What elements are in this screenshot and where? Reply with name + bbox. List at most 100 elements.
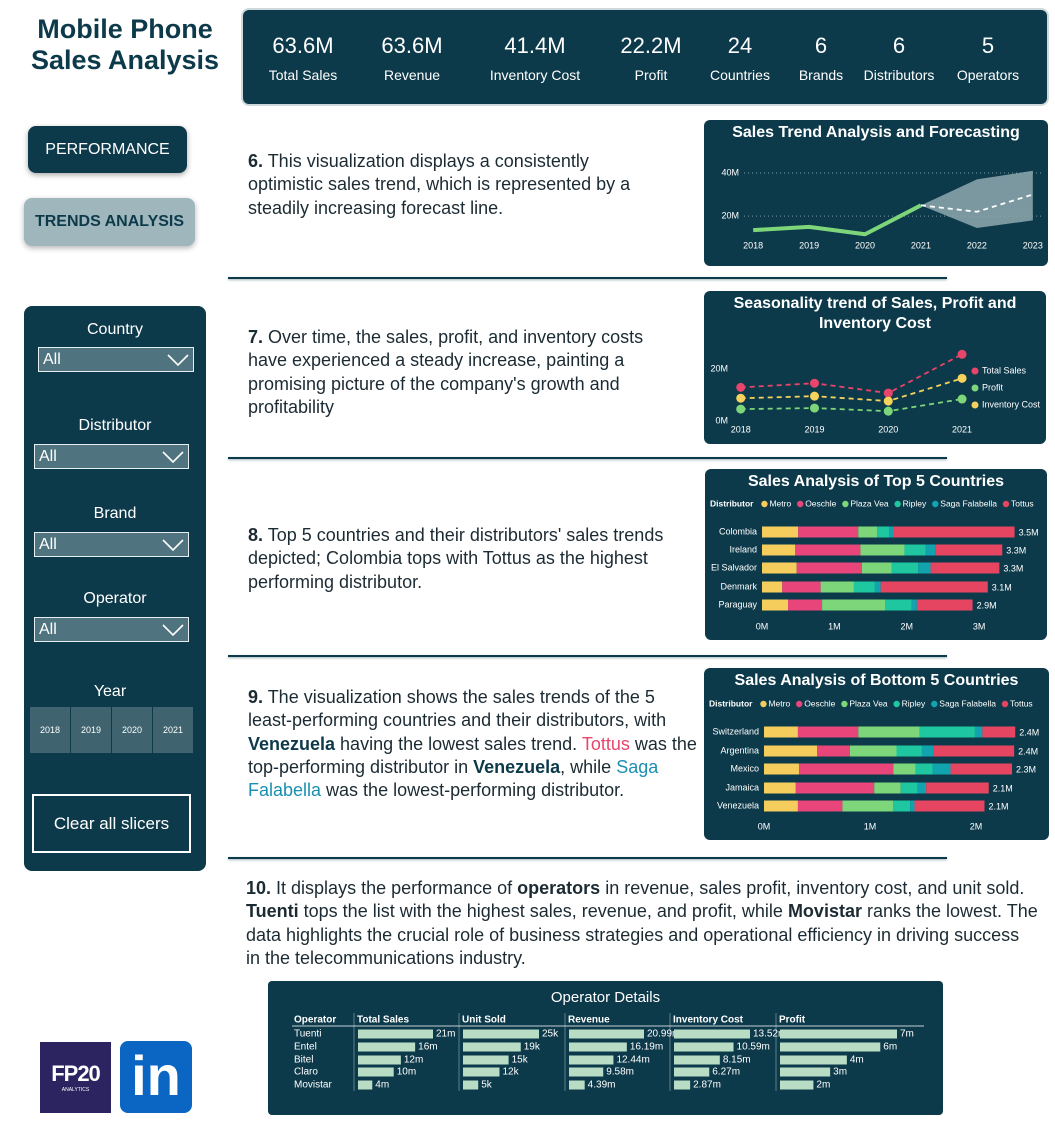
kpi-label: Total Sales — [268, 67, 338, 83]
x-tick-label: 2021 — [952, 424, 972, 434]
cell-label: 10m — [397, 1067, 416, 1078]
cell-label: 21m — [436, 1029, 455, 1040]
data-bar — [463, 1042, 521, 1052]
legend-label: Plaza Vea — [850, 498, 889, 508]
total-label: 2.4M — [1019, 727, 1039, 737]
dropdown[interactable]: All — [38, 347, 194, 372]
cell-label: 4.39m — [588, 1080, 616, 1091]
cell-label: 5k — [481, 1080, 493, 1091]
data-bar — [780, 1029, 897, 1039]
text-run: Tuenti — [246, 901, 299, 922]
data-bar — [674, 1042, 734, 1052]
dropdown-value: All — [39, 448, 57, 465]
kpi-label: Revenue — [383, 67, 441, 83]
dropdown[interactable]: All — [34, 532, 189, 557]
data-bar — [358, 1067, 394, 1077]
cell-label: 10.59m — [737, 1042, 770, 1053]
chart-title: Sales Trend Analysis and Forecasting — [732, 124, 1020, 141]
series-line — [740, 377, 963, 402]
kpi-value: 24 — [727, 33, 753, 58]
nav-button[interactable]: TRENDS ANALYSIS — [24, 198, 195, 246]
text-run: in revenue, sales profit, inventory cost… — [600, 878, 1025, 898]
kpi-label: Operators — [956, 67, 1020, 83]
forecast-band — [920, 170, 1033, 228]
kpi-label: Brands — [798, 67, 844, 83]
column-header: Operator — [294, 1015, 336, 1026]
bar-segment — [797, 726, 859, 738]
separator — [228, 857, 947, 859]
data-bar — [780, 1055, 847, 1065]
text-run: 9. — [248, 687, 264, 707]
data-bar — [463, 1080, 479, 1090]
x-tick-label: 2019 — [804, 424, 824, 434]
data-bar — [463, 1055, 509, 1065]
bar-segment — [917, 782, 927, 794]
legend-label: Ripley — [903, 498, 927, 508]
point — [883, 388, 893, 398]
data-bar — [674, 1055, 720, 1065]
data-bar — [674, 1029, 750, 1039]
total-label: 3.5M — [1019, 527, 1039, 537]
kpi-value: 41.4M — [504, 33, 566, 58]
data-bar — [569, 1080, 585, 1090]
linkedin-logo: in — [120, 1041, 192, 1113]
clear-button[interactable]: Clear all slicers — [32, 794, 191, 853]
cell-label: 4m — [375, 1080, 389, 1091]
cell-label: 12m — [404, 1055, 423, 1066]
filter-label: Brand — [93, 505, 137, 522]
chart-title: Sales Analysis of Bottom 5 Countries — [734, 672, 1019, 689]
bar-segment — [930, 562, 1000, 574]
x-tick-label: 2021 — [911, 240, 931, 250]
bar-segment — [926, 782, 989, 794]
x-tick-label: 2020 — [878, 424, 898, 434]
chevron-line — [167, 354, 189, 367]
year-tile[interactable]: 2019 — [71, 707, 111, 753]
chart: Distributor Metro Oeschle Plaza Vea Ripley Sa… — [709, 698, 1039, 831]
dropdown[interactable]: All — [34, 617, 189, 642]
text-run: Movistar — [787, 901, 862, 922]
bar-segment — [974, 726, 983, 738]
separator — [228, 457, 947, 459]
year-tile[interactable]: 2021 — [153, 707, 193, 753]
logo-text: in — [131, 1044, 181, 1107]
year-tile[interactable]: 2018 — [30, 707, 70, 753]
bar-segment — [858, 526, 878, 538]
series-line — [753, 203, 922, 237]
bar-segment — [764, 782, 796, 794]
bar-segment — [877, 526, 890, 538]
cell-label: 15k — [512, 1055, 529, 1066]
bar-segment — [896, 745, 922, 757]
kpi-value: 5 — [981, 33, 995, 58]
bar-segment — [982, 726, 1016, 738]
bar-segment — [916, 599, 973, 611]
kpi-label: Profit — [634, 67, 668, 83]
chart-panel: 20M 40M 2018 2019 2020 2021 2022 2023 Sales Tren… — [704, 120, 1048, 266]
chart-panel: Distributor Metro Oeschle Plaza Vea Ripley Sa… — [704, 668, 1049, 840]
row-label: Claro — [294, 1067, 318, 1078]
paragraph: 10. It displays the performance of opera… — [246, 877, 1038, 970]
kpi-value: 6 — [892, 33, 906, 58]
cell-label: 2.87m — [693, 1080, 721, 1091]
bar-segment — [935, 544, 1003, 556]
bar-segment — [762, 562, 797, 574]
text-run: 6. — [248, 151, 264, 171]
cell-label: 6.27m — [712, 1067, 740, 1078]
text-run: ranks the lowest. The data highlights th… — [246, 901, 1038, 968]
point — [883, 406, 893, 416]
series-line — [920, 193, 1034, 213]
row-label: Entel — [294, 1042, 317, 1053]
chart-title: Sales Analysis of Top 5 Countries — [747, 473, 1005, 490]
nav-button[interactable]: PERFORMANCE — [28, 126, 187, 173]
separator — [228, 655, 947, 657]
cell-label: 4m — [850, 1055, 864, 1066]
paragraph: 7. Over time, the sales, profit, and inv… — [248, 326, 668, 419]
dropdown[interactable]: All — [34, 444, 189, 469]
point — [736, 393, 746, 403]
legend-dot — [796, 500, 804, 508]
year-tile[interactable]: 2020 — [112, 707, 152, 753]
point — [810, 378, 820, 388]
legend-dot — [971, 384, 979, 392]
chevron — [167, 354, 189, 367]
bar-segment — [911, 599, 917, 611]
legend-dot — [931, 700, 938, 708]
